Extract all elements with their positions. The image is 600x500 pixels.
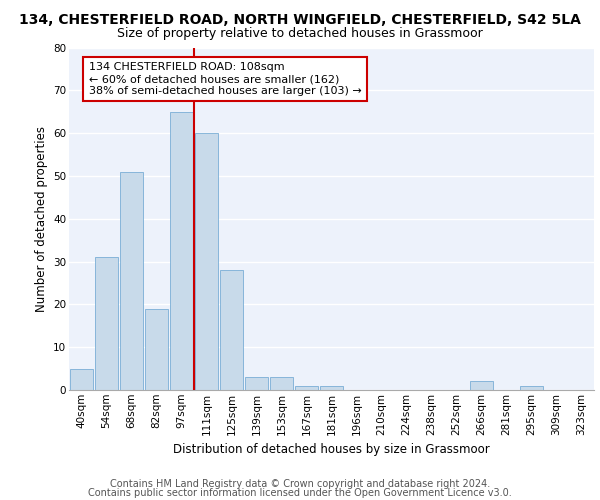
Y-axis label: Number of detached properties: Number of detached properties: [35, 126, 47, 312]
Bar: [295, 386, 318, 390]
Text: Contains public sector information licensed under the Open Government Licence v3: Contains public sector information licen…: [88, 488, 512, 498]
Bar: [195, 133, 218, 390]
X-axis label: Distribution of detached houses by size in Grassmoor: Distribution of detached houses by size …: [173, 443, 490, 456]
Bar: [520, 386, 543, 390]
Bar: [470, 382, 493, 390]
Bar: [120, 172, 143, 390]
Text: Contains HM Land Registry data © Crown copyright and database right 2024.: Contains HM Land Registry data © Crown c…: [110, 479, 490, 489]
Bar: [70, 368, 93, 390]
Bar: [95, 258, 118, 390]
Bar: [145, 308, 168, 390]
Text: Size of property relative to detached houses in Grassmoor: Size of property relative to detached ho…: [117, 28, 483, 40]
Bar: [270, 377, 293, 390]
Text: 134 CHESTERFIELD ROAD: 108sqm
← 60% of detached houses are smaller (162)
38% of : 134 CHESTERFIELD ROAD: 108sqm ← 60% of d…: [89, 62, 362, 96]
Text: 134, CHESTERFIELD ROAD, NORTH WINGFIELD, CHESTERFIELD, S42 5LA: 134, CHESTERFIELD ROAD, NORTH WINGFIELD,…: [19, 12, 581, 26]
Bar: [245, 377, 268, 390]
Bar: [220, 270, 243, 390]
Bar: [320, 386, 343, 390]
Bar: [170, 112, 193, 390]
